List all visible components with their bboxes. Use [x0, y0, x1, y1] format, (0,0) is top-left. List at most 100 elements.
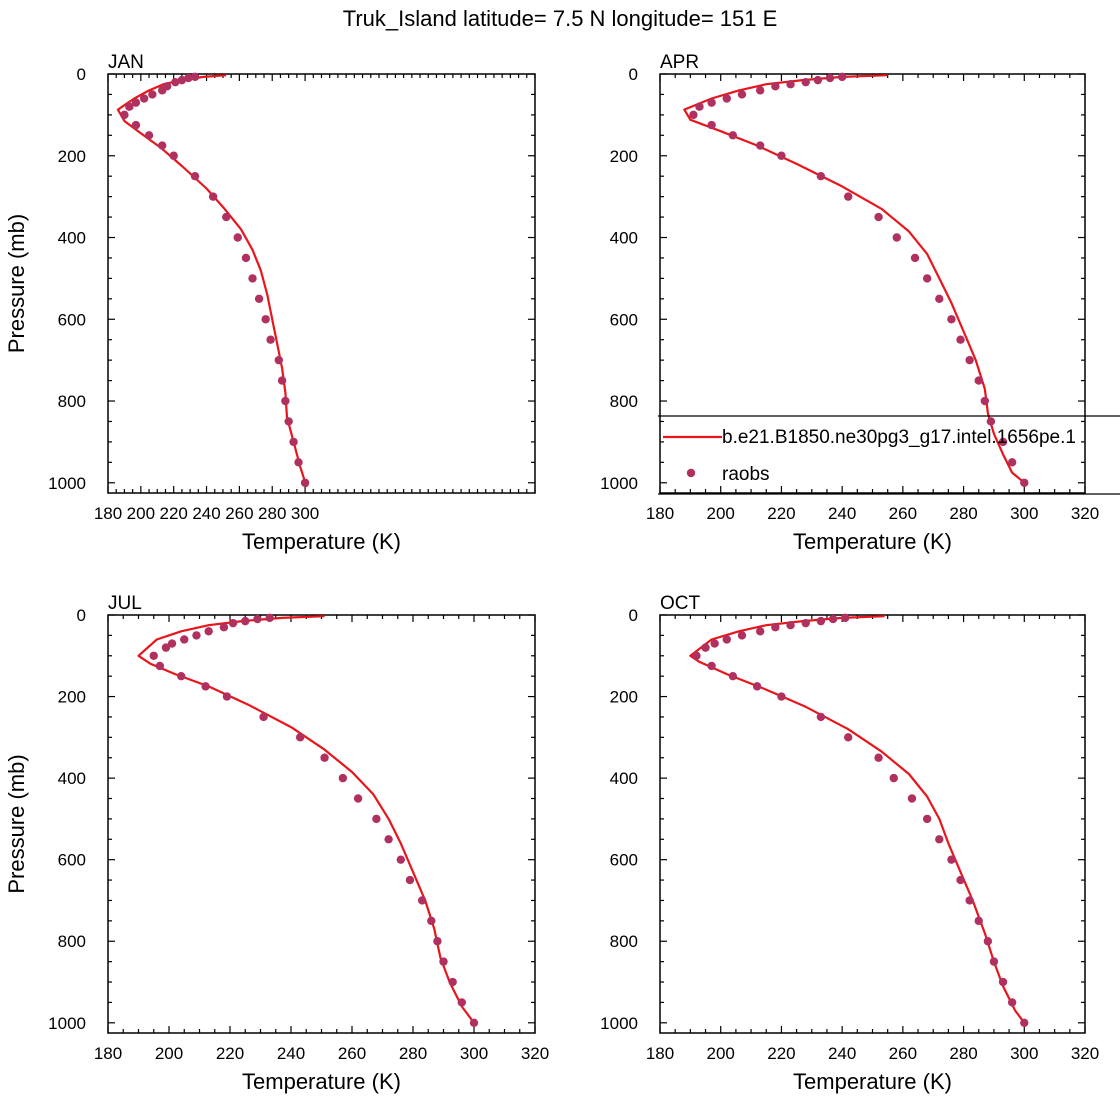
obs-point: [144, 131, 154, 140]
obs-point: [294, 458, 303, 467]
obs-point: [1007, 458, 1017, 467]
obs-point: [190, 72, 200, 82]
legend-obs-label: raobs: [722, 464, 770, 485]
obs-point: [755, 627, 765, 636]
obs-point: [786, 80, 795, 89]
obs-point: [892, 233, 901, 242]
y-tick-label: 1000: [48, 1014, 86, 1033]
y-tick-label: 600: [58, 851, 86, 870]
obs-point: [149, 651, 158, 660]
obs-point: [777, 151, 786, 160]
x-tick-label: 200: [155, 1044, 183, 1063]
obs-point: [131, 98, 141, 107]
x-tick-label: 220: [767, 504, 795, 523]
obs-point: [155, 661, 165, 671]
obs-point: [427, 916, 436, 926]
panel-title: OCT: [660, 593, 701, 614]
obs-point: [284, 417, 293, 426]
x-tick-label: 220: [767, 1044, 795, 1063]
obs-point: [947, 855, 956, 864]
obs-point: [372, 814, 381, 824]
obs-point: [204, 627, 213, 636]
obs-point: [177, 671, 186, 681]
x-tick-label: 280: [399, 1044, 427, 1063]
y-tick-label: 0: [629, 606, 638, 625]
panel-title: APR: [660, 52, 699, 73]
obs-point: [192, 631, 201, 640]
y-axis-label: Pressure (mb): [4, 754, 29, 893]
y-tick-label: 600: [610, 310, 638, 329]
obs-point: [139, 94, 149, 103]
x-tick-label: 260: [889, 504, 917, 523]
x-tick-label: 200: [707, 1044, 735, 1063]
obs-point: [801, 77, 810, 87]
obs-point: [241, 616, 250, 626]
panel-apr: APR 180 200 220 240 260 280 300 320 0 200 400 600 800…: [600, 52, 1099, 554]
obs-point: [157, 86, 167, 95]
y-tick-label: 1000: [600, 1014, 638, 1033]
obs-point: [125, 102, 134, 111]
figure-title: Truk_Island latitude= 7.5 N longitude= 1…: [343, 6, 778, 31]
plot-frame: [659, 614, 1086, 1034]
obs-point: [844, 733, 853, 742]
model-line: [689, 615, 1026, 1024]
obs-point: [320, 753, 329, 762]
obs-point: [695, 102, 704, 111]
obs-point: [874, 753, 883, 762]
obs-point: [228, 618, 238, 628]
obs-point: [844, 192, 853, 201]
obs-point: [167, 639, 177, 648]
x-tick-label: 300: [1010, 1044, 1038, 1063]
y-tick-label: 0: [629, 65, 638, 84]
y-tick-label: 0: [77, 65, 86, 84]
y-tick-label: 1000: [600, 474, 638, 493]
x-tick-label: 320: [1071, 1044, 1099, 1063]
obs-point: [728, 671, 738, 681]
obs-point: [874, 212, 883, 222]
obs-point: [405, 875, 415, 885]
obs-point: [998, 977, 1008, 987]
y-tick-label: 400: [610, 769, 638, 788]
obs-point: [983, 937, 993, 946]
y-tick-label: 800: [58, 932, 86, 951]
obs-point: [157, 141, 167, 150]
obs-point: [998, 437, 1008, 447]
obs-point: [722, 635, 731, 644]
obs-point: [707, 120, 716, 130]
obs-point: [266, 335, 275, 344]
panel-title: JUL: [108, 593, 142, 614]
obs-point: [707, 98, 716, 107]
x-axis-label: Temperature (K): [242, 529, 401, 554]
x-tick-label: 260: [338, 1044, 366, 1063]
x-tick-label: 240: [828, 504, 856, 523]
obs-point: [161, 643, 171, 652]
x-tick-label: 240: [277, 1044, 305, 1063]
x-tick-label: 260: [889, 1044, 917, 1063]
x-tick-label: 200: [127, 504, 155, 523]
obs-point: [692, 651, 701, 660]
obs-point: [448, 977, 457, 987]
obs-point: [171, 77, 180, 87]
x-tick-label: 200: [707, 504, 735, 523]
y-tick-label: 1000: [48, 474, 86, 493]
obs-point: [737, 90, 747, 99]
obs-point: [974, 916, 983, 926]
model-line: [137, 615, 475, 1024]
x-tick-label: 300: [460, 1044, 488, 1063]
obs-point: [771, 82, 780, 91]
obs-point: [457, 998, 466, 1007]
obs-point: [907, 794, 917, 803]
x-tick-label: 320: [521, 1044, 549, 1063]
obs-point: [771, 623, 780, 632]
obs-point: [722, 94, 731, 103]
obs-point: [935, 835, 944, 844]
obs-point: [910, 253, 920, 263]
obs-point: [974, 376, 983, 385]
x-axis-label: Temperature (K): [793, 1069, 952, 1094]
legend: b.e21.B1850.ne30pg3_g17.intel.1656pe.1ra…: [658, 415, 1120, 495]
x-axis-label: Temperature (K): [793, 529, 952, 554]
obs-point: [222, 692, 232, 701]
x-tick-label: 180: [94, 504, 122, 523]
